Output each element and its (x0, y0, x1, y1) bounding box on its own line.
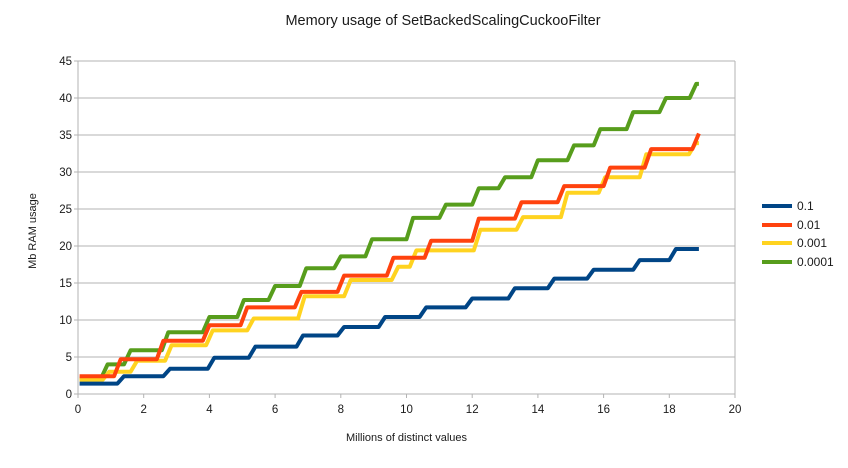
x-tick-label-14: 14 (532, 404, 545, 416)
y-tick-label-5: 5 (66, 352, 72, 364)
legend: 0.1 0.01 0.001 0.0001 (762, 197, 834, 271)
legend-item-0.001: 0.001 (762, 234, 834, 253)
x-axis-title: Millions of distinct values (345, 432, 468, 444)
x-tick-label-8: 8 (338, 404, 344, 416)
x-tick-label-18: 18 (663, 404, 676, 416)
x-tick-label-0: 0 (75, 404, 81, 416)
legend-swatch-0.0001 (762, 259, 792, 264)
y-tick-label-40: 40 (59, 93, 72, 105)
x-tick-label-12: 12 (466, 404, 479, 416)
legend-item-0.0001: 0.0001 (762, 253, 834, 272)
y-tick-label-45: 45 (59, 56, 72, 68)
x-tick-label-16: 16 (597, 404, 610, 416)
y-axis-title: Mb RAM usage (27, 193, 39, 269)
series-line-0.0001 (79, 81, 699, 381)
legend-label: 0.0001 (797, 254, 834, 269)
x-tick-label-6: 6 (272, 404, 278, 416)
legend-label: 0.01 (797, 217, 821, 232)
y-tick-label-25: 25 (59, 204, 72, 216)
y-tick-label-35: 35 (59, 130, 72, 142)
x-tick-label-2: 2 (140, 404, 146, 416)
legend-swatch-0.1 (762, 204, 792, 209)
legend-swatch-0.01 (762, 222, 792, 227)
y-tick-label-20: 20 (59, 241, 72, 253)
legend-label: 0.1 (797, 199, 814, 214)
y-tick-label-0: 0 (66, 389, 72, 401)
x-tick-label-20: 20 (729, 404, 742, 416)
legend-label: 0.001 (797, 236, 828, 251)
series-line-0.1 (79, 247, 699, 386)
chart-title: Memory usage of SetBackedScalingCuckooFi… (285, 13, 601, 29)
y-tick-label-15: 15 (59, 278, 72, 290)
x-tick-label-4: 4 (206, 404, 213, 416)
x-tick-label-10: 10 (400, 404, 413, 416)
series-line-0.01 (79, 132, 701, 379)
y-tick-label-10: 10 (59, 315, 72, 327)
y-tick-label-30: 30 (59, 167, 72, 179)
legend-item-0.01: 0.01 (762, 216, 834, 235)
legend-item-0.1: 0.1 (762, 197, 834, 216)
legend-swatch-0.001 (762, 241, 792, 246)
